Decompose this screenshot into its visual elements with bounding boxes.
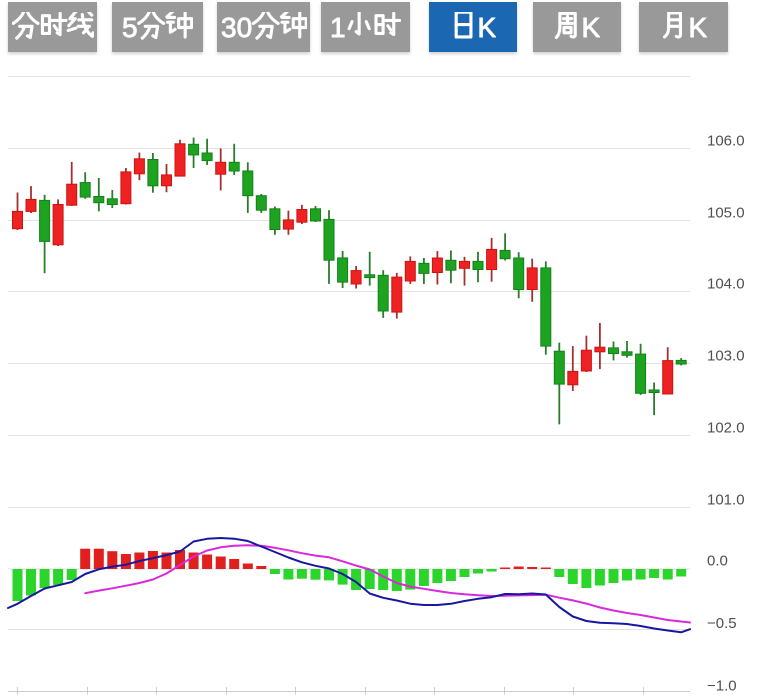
svg-text:106.0: 106.0: [707, 133, 745, 150]
svg-text:−0.5: −0.5: [707, 615, 737, 632]
svg-text:103.0: 103.0: [707, 348, 745, 365]
svg-text:K: K: [688, 12, 707, 42]
svg-text:−1.0: −1.0: [707, 677, 737, 694]
svg-text:K: K: [582, 12, 601, 42]
svg-text:1: 1: [330, 12, 346, 42]
svg-text:30: 30: [221, 12, 252, 42]
svg-text:102.0: 102.0: [707, 420, 745, 437]
svg-text:104.0: 104.0: [707, 276, 745, 293]
svg-text:101.0: 101.0: [707, 492, 745, 509]
svg-text:0.0: 0.0: [707, 553, 728, 570]
svg-text:105.0: 105.0: [707, 205, 745, 222]
svg-text:5: 5: [122, 12, 138, 42]
svg-text:K: K: [478, 12, 497, 42]
